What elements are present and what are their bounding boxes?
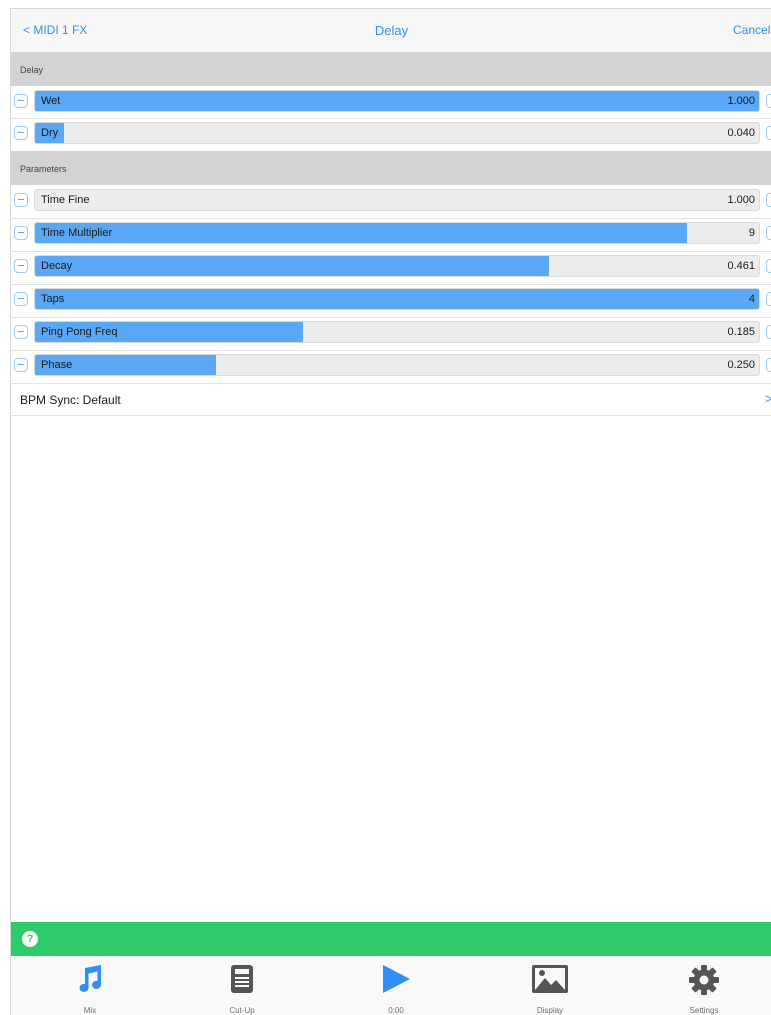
slider-row-decay: Decay 0.461 <box>11 252 771 283</box>
chevron-right-icon: > <box>765 391 771 406</box>
slider-row-dry: Dry 0.040 <box>11 119 771 150</box>
slider-value: 1.000 <box>727 194 755 206</box>
slider-value: 0.461 <box>727 260 755 272</box>
increment-button[interactable] <box>766 226 771 240</box>
wet-slider[interactable]: Wet 1.000 <box>34 90 760 112</box>
slider-label: Time Multiplier <box>41 227 113 239</box>
status-bar: ? <box>11 922 771 956</box>
taps-slider[interactable]: Taps 4 <box>34 288 760 310</box>
increment-button[interactable] <box>766 325 771 339</box>
slider-value: 0.185 <box>727 326 755 338</box>
tab-label: Mix <box>83 1006 97 1015</box>
increment-button[interactable] <box>766 259 771 273</box>
section-header-parameters: Parameters <box>11 151 771 185</box>
cancel-button[interactable]: Cancel <box>733 23 771 37</box>
divider <box>11 284 771 285</box>
bpm-sync-label: BPM Sync: Default <box>20 393 121 407</box>
question-icon[interactable]: ? <box>22 931 38 947</box>
decrement-button[interactable] <box>14 325 28 339</box>
divider <box>11 350 771 351</box>
decrement-button[interactable] <box>14 126 28 140</box>
slider-row-time-multiplier: Time Multiplier 9 <box>11 219 771 250</box>
divider <box>11 415 771 416</box>
time-fine-slider[interactable]: Time Fine 1.000 <box>34 189 760 211</box>
slider-value: 9 <box>748 227 755 239</box>
bpm-sync-row[interactable]: BPM Sync: Default > <box>11 385 771 415</box>
document-icon <box>231 965 253 993</box>
decrement-button[interactable] <box>14 292 28 306</box>
tab-label: Settings <box>689 1006 719 1015</box>
back-button[interactable]: < MIDI 1 FX <box>23 23 88 37</box>
divider <box>11 218 771 219</box>
section-header-delay: Delay <box>11 52 771 86</box>
divider <box>11 317 771 318</box>
slider-label: Dry <box>41 127 59 139</box>
slider-value: 0.040 <box>727 127 755 139</box>
slider-row-taps: Taps 4 <box>11 285 771 316</box>
slider-row-ping-pong-freq: Ping Pong Freq 0.185 <box>11 318 771 349</box>
dry-slider[interactable]: Dry 0.040 <box>34 122 760 144</box>
slider-value: 0.250 <box>727 359 755 371</box>
slider-label: Taps <box>41 293 65 305</box>
tab-bar: Mix Cut-Up 0:00 D <box>11 956 771 1015</box>
play-icon <box>383 965 410 993</box>
slider-row-phase: Phase 0.250 <box>11 351 771 382</box>
tab-label: Cut-Up <box>229 1006 255 1015</box>
slider-label: Ping Pong Freq <box>41 326 118 338</box>
slider-fill <box>35 123 64 143</box>
image-icon <box>532 965 568 993</box>
increment-button[interactable] <box>766 358 771 372</box>
tab-play[interactable]: 0:00 <box>320 956 472 1015</box>
slider-fill <box>35 322 303 342</box>
decrement-button[interactable] <box>14 358 28 372</box>
increment-button[interactable] <box>766 126 771 140</box>
slider-value: 4 <box>748 293 755 305</box>
decrement-button[interactable] <box>14 259 28 273</box>
slider-fill <box>35 91 759 111</box>
page-title: Delay <box>374 23 409 38</box>
delay-settings-screen: < MIDI 1 FX Delay Cancel Delay Wet 1.000… <box>10 8 771 1015</box>
slider-row-wet: Wet 1.000 <box>11 87 771 118</box>
divider <box>11 251 771 252</box>
slider-label: Wet <box>41 95 61 107</box>
slider-value: 1.000 <box>727 95 755 107</box>
slider-row-time-fine: Time Fine 1.000 <box>11 186 771 217</box>
slider-label: Decay <box>41 260 73 272</box>
slider-fill <box>35 289 759 309</box>
divider <box>11 383 771 384</box>
gear-icon <box>689 965 719 995</box>
slider-fill <box>35 256 550 276</box>
tab-display[interactable]: Display <box>474 956 626 1015</box>
decrement-button[interactable] <box>14 193 28 207</box>
decay-slider[interactable]: Decay 0.461 <box>34 255 760 277</box>
tab-cut-up[interactable]: Cut-Up <box>166 956 318 1015</box>
slider-label: Time Fine <box>41 194 90 206</box>
decrement-button[interactable] <box>14 94 28 108</box>
navigation-bar: < MIDI 1 FX Delay Cancel <box>11 9 771 52</box>
slider-fill <box>35 355 216 375</box>
phase-slider[interactable]: Phase 0.250 <box>34 354 760 376</box>
ping-pong-freq-slider[interactable]: Ping Pong Freq 0.185 <box>34 321 760 343</box>
decrement-button[interactable] <box>14 226 28 240</box>
increment-button[interactable] <box>766 292 771 306</box>
slider-label: Phase <box>41 359 73 371</box>
time-multiplier-slider[interactable]: Time Multiplier 9 <box>34 222 760 244</box>
music-note-icon <box>79 965 101 992</box>
increment-button[interactable] <box>766 94 771 108</box>
divider <box>11 118 771 119</box>
tab-settings[interactable]: Settings <box>628 956 771 1015</box>
increment-button[interactable] <box>766 193 771 207</box>
tab-mix[interactable]: Mix <box>14 956 166 1015</box>
tab-label: Display <box>536 1006 564 1015</box>
tab-label: 0:00 <box>388 1006 404 1015</box>
slider-fill <box>35 223 687 243</box>
